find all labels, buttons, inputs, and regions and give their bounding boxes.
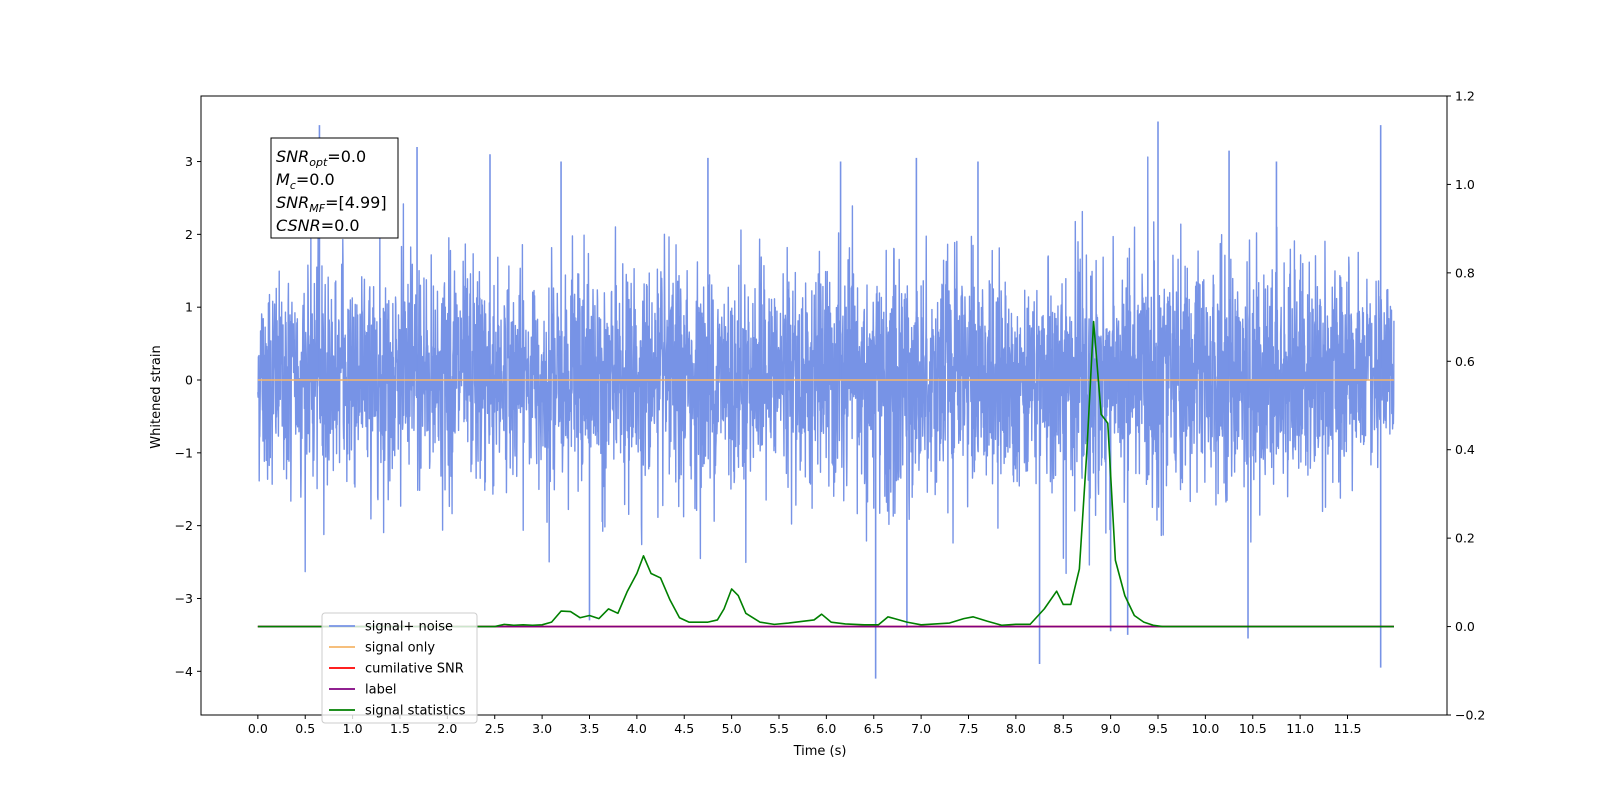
legend-entry: signal statistics — [365, 704, 466, 719]
x-tick-label: 11.5 — [1334, 721, 1362, 736]
x-tick-label: 9.5 — [1148, 721, 1168, 736]
annotation-symbol: M — [276, 170, 290, 189]
y-tick-label: −3 — [175, 591, 193, 606]
y2-tick-label: 0.6 — [1455, 354, 1475, 369]
x-tick-label: 2.5 — [485, 721, 505, 736]
x-tick-label: 1.0 — [343, 721, 363, 736]
x-axis: 0.0 0.5 1.0 1.5 2.0 2.5 3.0 3.5 4.0 4.5 5.0 5.5 6.0 6… — [248, 715, 1362, 736]
annotation-line: SNRopt=0.0 — [276, 147, 366, 169]
y-tick-label: 0 — [185, 373, 193, 388]
x-tick-label: 8.5 — [1053, 721, 1073, 736]
y-tick-label: −1 — [175, 445, 193, 460]
y2-tick-label: −0.2 — [1455, 708, 1485, 723]
x-tick-label: 10.5 — [1239, 721, 1267, 736]
y2-tick-label: 1.2 — [1455, 89, 1475, 104]
annotation-subscript: opt — [309, 156, 328, 169]
y-tick-label: 2 — [185, 227, 193, 242]
y-tick-label: −4 — [175, 664, 193, 679]
y2-tick-label: 0.2 — [1455, 531, 1475, 546]
annotation-subscript: c — [290, 179, 296, 192]
x-tick-label: 3.5 — [580, 721, 600, 736]
x-tick-label: 4.5 — [674, 721, 694, 736]
x-tick-label: 3.0 — [532, 721, 552, 736]
y-axis-label: Whitened strain — [149, 345, 164, 448]
y-axis: −4 −3 −2 −1 0 1 2 3 — [175, 154, 201, 679]
x-tick-label: 6.5 — [864, 721, 884, 736]
x-tick-label: 4.0 — [627, 721, 647, 736]
legend-entry: signal only — [365, 641, 435, 656]
y2-tick-label: 0.0 — [1455, 619, 1475, 634]
series-line-signal-noise — [257, 156, 1395, 575]
annotation-box — [270, 137, 399, 239]
annotation-value: =0.0 — [296, 170, 335, 189]
x-tick-label: 7.0 — [911, 721, 931, 736]
annotation-symbol: SNR — [276, 193, 309, 212]
legend: signal+ noise signal only cumilative SNR la… — [321, 612, 478, 724]
y2-tick-label: 1.0 — [1455, 177, 1475, 192]
series-line-signal-statistics — [257, 320, 1394, 628]
x-tick-label: 10.0 — [1191, 721, 1219, 736]
x-tick-label: 9.0 — [1101, 721, 1121, 736]
x-tick-label: 5.0 — [722, 721, 742, 736]
plot-frame — [200, 95, 1448, 716]
x-tick-label: 2.0 — [437, 721, 457, 736]
x-tick-label: 1.5 — [390, 721, 410, 736]
x-tick-label: 5.5 — [769, 721, 789, 736]
x-tick-label: 7.5 — [959, 721, 979, 736]
annotation-symbol: SNR — [276, 147, 309, 166]
x-tick-label: 11.0 — [1286, 721, 1314, 736]
y2-axis: −0.2 0.0 0.2 0.4 0.6 0.8 1.0 1.2 — [1447, 89, 1485, 723]
annotation-value: =0.0 — [321, 216, 360, 235]
annotation-line: CSNR=0.0 — [276, 216, 360, 235]
annotation-subscript: MF — [309, 202, 325, 215]
x-tick-label: 8.0 — [1006, 721, 1026, 736]
y-tick-label: −2 — [175, 518, 193, 533]
x-tick-label: 0.0 — [248, 721, 268, 736]
y2-tick-label: 0.8 — [1455, 265, 1475, 280]
annotation-line: Mc=0.0 — [276, 170, 335, 192]
legend-entry: signal+ noise — [365, 620, 453, 635]
y-tick-label: 3 — [185, 154, 193, 169]
annotation-line: SNRMF=[4.99] — [276, 193, 387, 215]
x-tick-label: 6.0 — [816, 721, 836, 736]
annotation-value: =0.0 — [327, 147, 366, 166]
y2-tick-label: 0.4 — [1455, 442, 1475, 457]
legend-entry: label — [365, 683, 396, 698]
annotation-value: =[4.99] — [325, 193, 387, 212]
legend-box — [321, 612, 478, 724]
x-tick-label: 0.5 — [295, 721, 315, 736]
y-tick-label: 1 — [185, 300, 193, 315]
x-axis-label: Time (s) — [793, 744, 847, 759]
annotation-symbol: CSNR — [276, 216, 321, 235]
legend-entry: cumilative SNR — [365, 662, 464, 677]
